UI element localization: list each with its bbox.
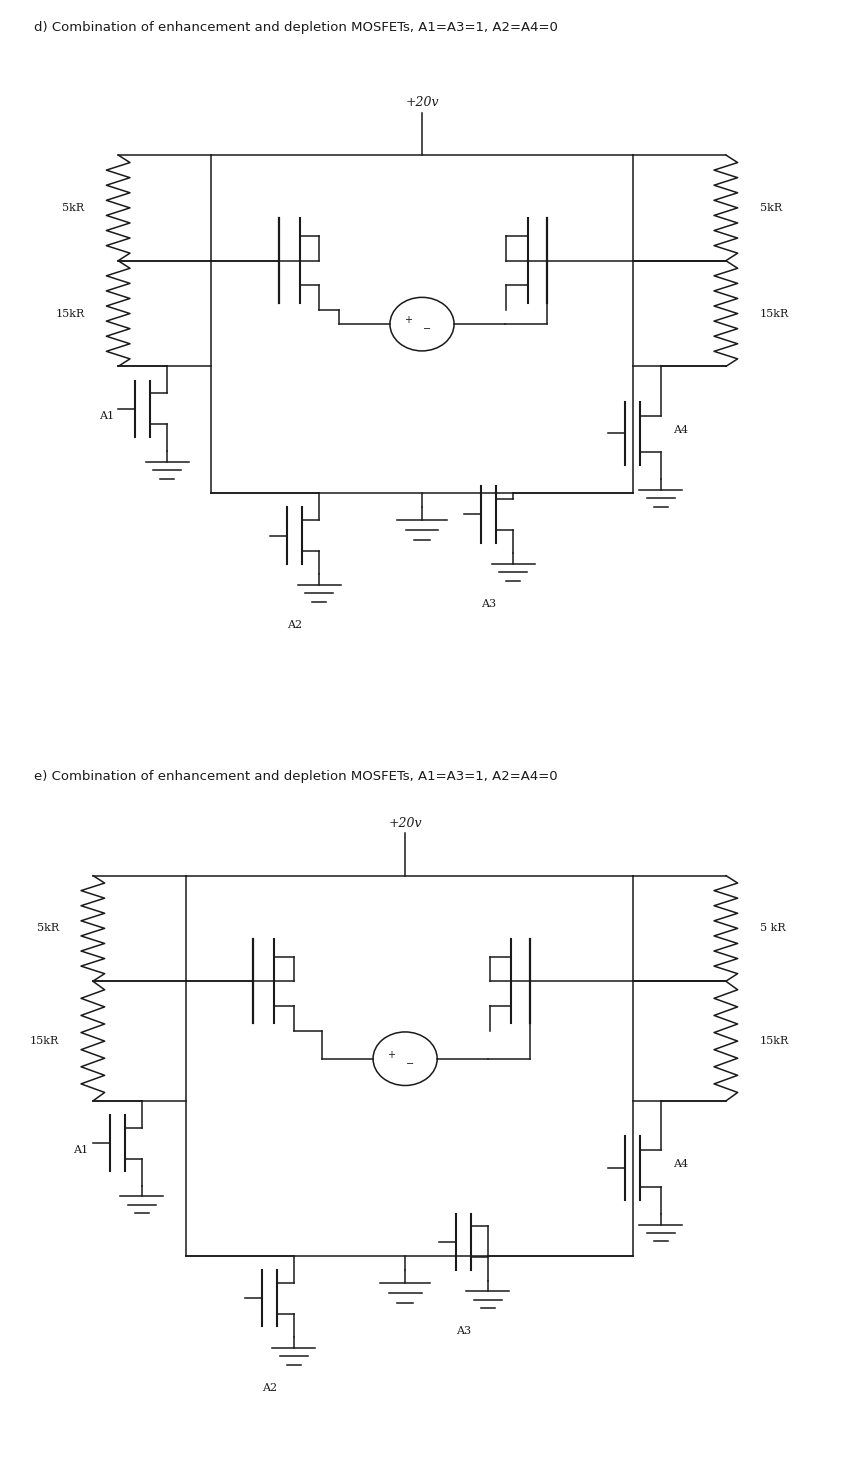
Text: 5 kR: 5 kR	[760, 923, 785, 934]
Text: A3: A3	[481, 599, 496, 609]
Text: 15kR: 15kR	[30, 1036, 59, 1047]
Text: A1: A1	[73, 1145, 89, 1155]
Text: A4: A4	[674, 424, 689, 435]
Text: A3: A3	[456, 1327, 471, 1336]
Text: +20v: +20v	[405, 97, 439, 109]
Text: A4: A4	[674, 1160, 689, 1170]
Text: 5kR: 5kR	[760, 203, 782, 213]
Text: A2: A2	[262, 1383, 277, 1393]
Text: A1: A1	[99, 411, 114, 421]
Text: −: −	[423, 324, 431, 335]
Text: 15kR: 15kR	[760, 308, 789, 319]
Text: 5kR: 5kR	[37, 923, 59, 934]
Text: −: −	[406, 1058, 414, 1069]
Text: e) Combination of enhancement and depletion MOSFETs, A1=A3=1, A2=A4=0: e) Combination of enhancement and deplet…	[34, 769, 557, 782]
Text: 15kR: 15kR	[760, 1036, 789, 1047]
Text: +: +	[387, 1050, 395, 1060]
Text: d) Combination of enhancement and depletion MOSFETs, A1=A3=1, A2=A4=0: d) Combination of enhancement and deplet…	[34, 21, 558, 34]
Text: +: +	[403, 316, 412, 324]
Text: +20v: +20v	[388, 816, 422, 829]
Text: A2: A2	[287, 619, 302, 630]
Text: 15kR: 15kR	[55, 308, 84, 319]
Text: 5kR: 5kR	[62, 203, 84, 213]
